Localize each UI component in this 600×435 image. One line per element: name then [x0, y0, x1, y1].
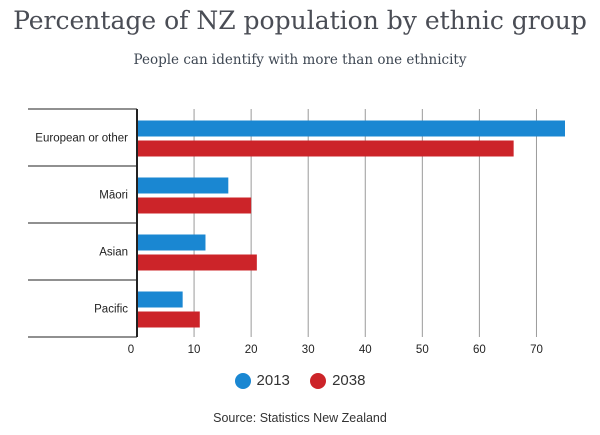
- category-label: Pacific: [94, 304, 128, 316]
- legend-swatch-2013: [234, 372, 251, 389]
- chart-subtitle: People can identify with more than one e…: [133, 52, 467, 68]
- x-tick-label-60: 60: [473, 344, 486, 356]
- legend-label-2038: 2038: [332, 371, 366, 389]
- bar-2013-pacific: [137, 291, 183, 308]
- bar-2038-pacific: [137, 311, 200, 328]
- x-tick-label-0: 0: [128, 344, 134, 356]
- category-label: European or other: [35, 133, 128, 145]
- legend-item-2038: 2038: [310, 372, 365, 389]
- bar-2038-m-ori: [137, 197, 252, 214]
- legend-label-2013: 2013: [256, 371, 290, 389]
- legend-swatch-2038: [310, 372, 327, 389]
- bar-2013-m-ori: [137, 177, 229, 194]
- chart-title: Percentage of NZ population by ethnic gr…: [13, 6, 587, 35]
- category-label: Māori: [99, 190, 128, 202]
- bar-2013-asian: [137, 234, 206, 251]
- bar-2038-asian: [137, 254, 257, 271]
- bar-2038-european-or-other: [137, 140, 514, 157]
- x-tick-label-30: 30: [302, 344, 315, 356]
- legend-item-2013: 2013: [234, 371, 290, 389]
- category-label: Asian: [99, 247, 128, 259]
- bar-2013-european-or-other: [137, 120, 565, 137]
- x-tick-label-40: 40: [359, 344, 372, 356]
- x-tick-label-50: 50: [416, 344, 429, 356]
- source-note: Source: Statistics New Zealand: [213, 411, 387, 425]
- x-tick-label-10: 10: [188, 344, 201, 356]
- legend: 2013 2038: [0, 371, 600, 389]
- x-tick-label-20: 20: [245, 344, 258, 356]
- x-tick-label-70: 70: [530, 344, 543, 356]
